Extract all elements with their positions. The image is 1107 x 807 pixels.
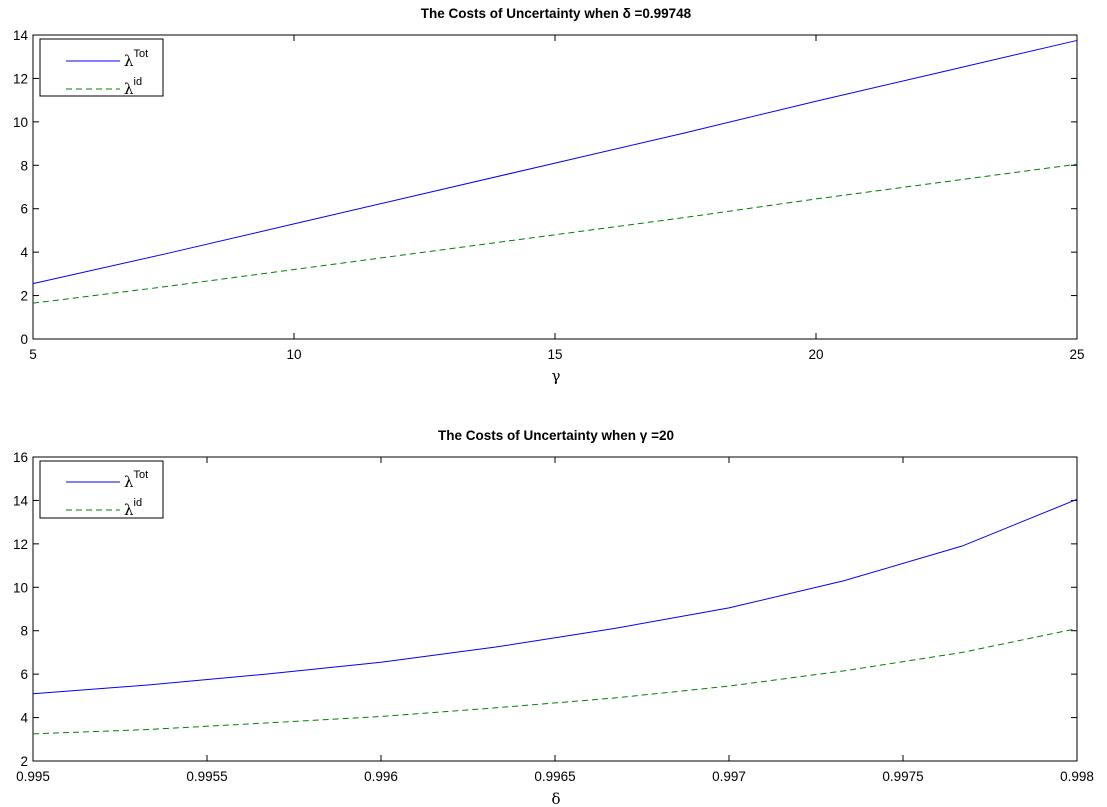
top-chart-ytick-label: 12 (13, 71, 28, 86)
bottom-chart-legend: λTot λid (39, 460, 164, 519)
bottom-chart-xlabel: δ (551, 790, 560, 807)
bottom-chart-series (32, 498, 1078, 735)
top-chart-ytick-label: 10 (13, 115, 28, 130)
top-chart-legend: λTot λid (39, 38, 164, 98)
top-chart-xlabel: γ (552, 367, 561, 385)
bottom-chart-legend-box (39, 460, 164, 519)
top-chart-axes: 5 10 15 20 25 0 2 4 6 8 10 12 14 (13, 28, 1085, 362)
bottom-chart-ytick-label: 8 (20, 624, 28, 639)
top-chart-series-lambda-id-line (32, 163, 1078, 304)
bottom-chart-ytick-label: 14 (13, 493, 29, 508)
top-chart-ytick-label: 4 (20, 245, 28, 260)
top-chart-xtick-label: 15 (547, 347, 562, 362)
top-chart-ytick-label: 8 (20, 158, 28, 173)
top-chart-series (32, 39, 1078, 304)
bottom-chart-xtick-label: 0.997 (712, 769, 746, 784)
bottom-chart-xtick-label: 0.996 (364, 769, 398, 784)
bottom-chart-xtick-label: 0.995 (16, 769, 50, 784)
top-chart-xtick-label: 25 (1069, 347, 1084, 362)
top-chart-xtick-label: 20 (808, 347, 823, 362)
bottom-chart-series-lambda-id-line (32, 628, 1078, 735)
bottom-chart-ytick-label: 2 (20, 754, 28, 769)
top-chart-title: The Costs of Uncertainty when δ =0.99748 (421, 6, 692, 21)
bottom-chart-series-lambda-tot-line (32, 498, 1078, 695)
top-chart-ytick-label: 2 (20, 289, 28, 304)
top-chart-ytick-label: 0 (20, 332, 28, 347)
top-chart-legend-label-tot: λTot (124, 48, 148, 70)
bottom-chart-xtick-label: 0.9965 (534, 769, 575, 784)
top-chart-xtick-label: 10 (286, 347, 301, 362)
top-chart-series-lambda-tot-line (32, 39, 1078, 285)
bottom-chart-xtick-label: 0.9975 (882, 769, 923, 784)
top-chart-xtick-label: 5 (29, 347, 37, 362)
top-chart-ytick-label: 14 (13, 28, 29, 43)
bottom-chart-xtick-label: 0.998 (1060, 769, 1094, 784)
bottom-chart-axes: 0.995 0.9955 0.996 0.9965 0.997 0.9975 0.998 2 4… (13, 450, 1094, 784)
bottom-chart: The Costs of Uncertainty when γ =20 δ 0.… (13, 428, 1094, 807)
top-chart-ytick-label: 6 (20, 202, 28, 217)
bottom-chart-title: The Costs of Uncertainty when γ =20 (438, 428, 674, 443)
top-chart-legend-box (39, 38, 164, 97)
bottom-chart-ytick-label: 16 (13, 450, 28, 465)
bottom-chart-ytick-label: 10 (13, 580, 28, 595)
bottom-chart-xtick-label: 0.9955 (186, 769, 227, 784)
bottom-chart-ytick-label: 6 (20, 667, 28, 682)
top-chart: The Costs of Uncertainty when δ =0.99748… (13, 6, 1085, 385)
bottom-chart-ytick-label: 4 (20, 711, 28, 726)
bottom-chart-ytick-label: 12 (13, 537, 28, 552)
bottom-chart-legend-label-id: λid (124, 497, 142, 519)
bottom-chart-legend-label-tot: λTot (124, 469, 148, 491)
top-chart-legend-label-id: λid (124, 76, 142, 98)
